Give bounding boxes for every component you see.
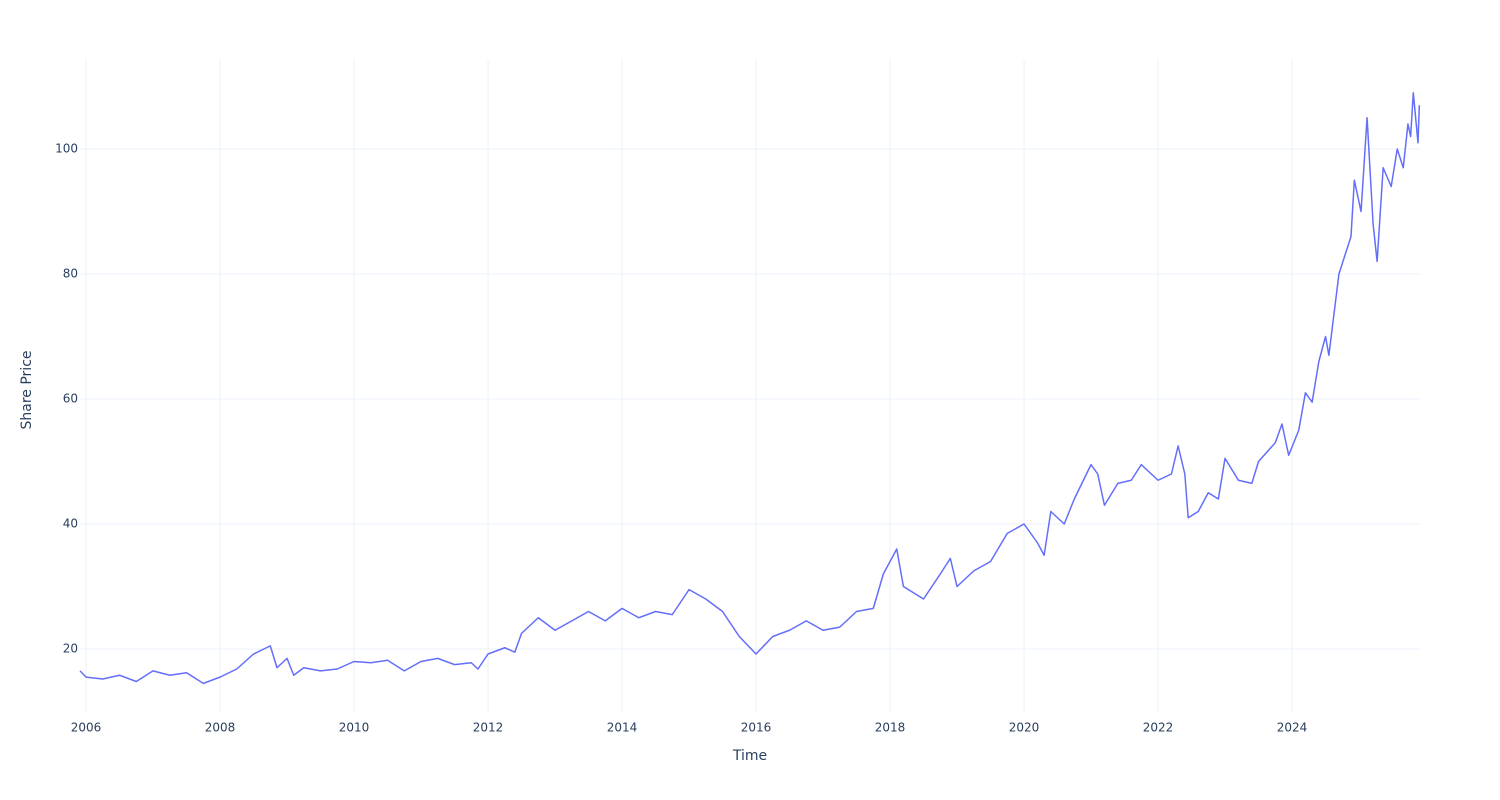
y-tick-label: 60 <box>63 392 78 406</box>
x-tick-label: 2010 <box>339 721 370 735</box>
x-tick-label: 2020 <box>1009 721 1040 735</box>
y-tick-label: 80 <box>63 267 78 281</box>
x-tick-label: 2006 <box>71 721 102 735</box>
x-tick-label: 2008 <box>205 721 236 735</box>
x-tick-label: 2022 <box>1143 721 1174 735</box>
y-tick-label: 100 <box>55 142 78 156</box>
x-tick-label: 2018 <box>875 721 906 735</box>
x-tick-label: 2012 <box>473 721 504 735</box>
x-tick-label: 2024 <box>1277 721 1308 735</box>
x-tick-label: 2014 <box>607 721 638 735</box>
x-axis-title: Time <box>732 748 767 764</box>
y-tick-label: 20 <box>63 642 78 656</box>
x-tick-label: 2016 <box>741 721 772 735</box>
price-line <box>79 92 1421 685</box>
y-tick-label: 40 <box>63 517 78 531</box>
y-axis-title: Share Price <box>19 350 35 429</box>
